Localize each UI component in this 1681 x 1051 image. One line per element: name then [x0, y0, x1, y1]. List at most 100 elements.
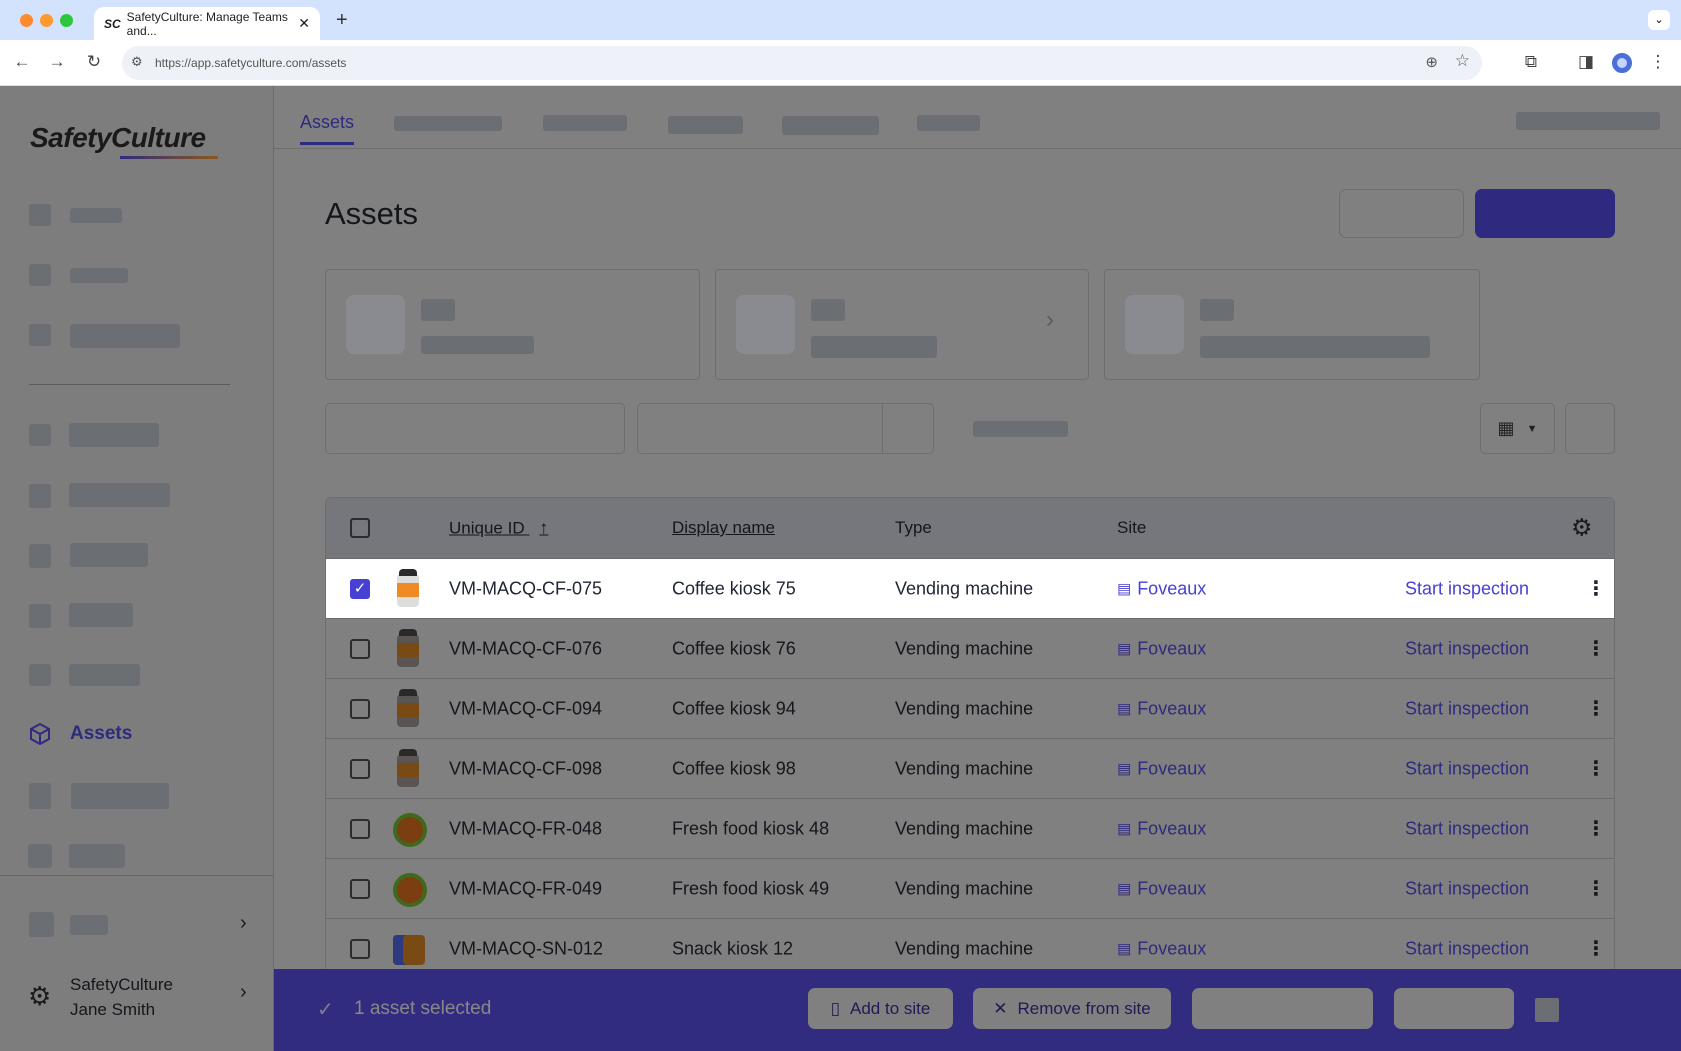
- forward-icon[interactable]: →: [48, 52, 66, 71]
- tab-placeholder[interactable]: [782, 116, 879, 135]
- sidebar-item-placeholder[interactable]: [70, 208, 122, 223]
- tab-placeholder[interactable]: [668, 116, 743, 134]
- display-name[interactable]: Coffee kiosk 76: [672, 638, 796, 658]
- sidebar-item-icon[interactable]: [29, 424, 51, 446]
- sidebar-item-placeholder[interactable]: [69, 483, 170, 507]
- tab-placeholder[interactable]: [543, 115, 627, 131]
- kebab-menu-icon[interactable]: ⋮: [1586, 637, 1606, 660]
- column-header-display-name[interactable]: Display name: [672, 518, 775, 537]
- minimize-window-button[interactable]: [40, 14, 53, 27]
- browser-tab[interactable]: SC SafetyCulture: Manage Teams and... ✕: [94, 7, 320, 40]
- gear-icon[interactable]: ⚙: [28, 981, 52, 1011]
- side-panel-icon[interactable]: ◨: [1577, 52, 1595, 71]
- table-row[interactable]: VM-MACQ-SN-012 Snack kiosk 12 Vending mach…: [326, 918, 1614, 969]
- select-all-checkbox[interactable]: [350, 518, 370, 538]
- start-inspection-link[interactable]: Start inspection: [1405, 878, 1530, 898]
- sidebar-item-icon[interactable]: [29, 264, 51, 286]
- row-checkbox[interactable]: [350, 698, 370, 719]
- sidebar-item-icon[interactable]: [29, 912, 54, 937]
- table-row[interactable]: VM-MACQ-CF-098 Coffee kiosk 98 Vending mac…: [326, 738, 1614, 798]
- sidebar-item-placeholder[interactable]: [70, 543, 148, 567]
- site-link[interactable]: ▤ Foveaux: [1117, 698, 1206, 719]
- row-checkbox[interactable]: [350, 638, 370, 659]
- column-settings-gear-icon[interactable]: ⚙: [1571, 514, 1593, 542]
- sidebar-item-icon[interactable]: [29, 664, 51, 686]
- display-name[interactable]: Coffee kiosk 75: [672, 578, 796, 598]
- secondary-action-button[interactable]: [1339, 189, 1464, 238]
- sidebar-item-icon[interactable]: [29, 544, 51, 568]
- site-link[interactable]: ▤ Foveaux: [1117, 578, 1206, 599]
- sidebar-item-icon[interactable]: [29, 324, 51, 346]
- close-tab-icon[interactable]: ✕: [298, 15, 310, 31]
- kebab-menu-icon[interactable]: ⋮: [1586, 877, 1606, 900]
- start-inspection-link[interactable]: Start inspection: [1405, 698, 1530, 718]
- sidebar-item-placeholder[interactable]: [69, 423, 159, 447]
- display-name[interactable]: Fresh food kiosk 49: [672, 878, 830, 898]
- sort-ascending-icon[interactable]: ↑: [539, 517, 549, 538]
- summary-card[interactable]: [325, 269, 700, 380]
- sidebar-item-placeholder[interactable]: [70, 915, 108, 935]
- kebab-menu-icon[interactable]: ⋮: [1586, 937, 1606, 960]
- site-link[interactable]: ▤ Foveaux: [1117, 938, 1206, 959]
- zoom-icon[interactable]: ⊕: [1425, 54, 1438, 71]
- row-checkbox[interactable]: ✓: [350, 578, 370, 599]
- close-window-button[interactable]: [20, 14, 33, 27]
- tab-assets[interactable]: Assets: [300, 112, 355, 145]
- primary-action-button[interactable]: [1475, 189, 1615, 238]
- add-to-site-button[interactable]: ▯ Add to site: [808, 988, 953, 1029]
- row-checkbox[interactable]: [350, 818, 370, 839]
- row-checkbox[interactable]: [350, 878, 370, 899]
- profile-avatar[interactable]: [1612, 53, 1632, 73]
- table-row[interactable]: ✓ VM-MACQ-CF-075 Coffee kiosk 75 Vending ma…: [326, 558, 1614, 618]
- chevron-right-icon[interactable]: ›: [240, 981, 247, 1003]
- chevron-right-icon[interactable]: ›: [240, 912, 247, 934]
- filter-placeholder[interactable]: [973, 421, 1068, 437]
- new-tab-button[interactable]: +: [336, 9, 348, 31]
- display-name[interactable]: Coffee kiosk 98: [672, 758, 796, 778]
- sidebar-item-icon[interactable]: [29, 204, 51, 226]
- header-placeholder[interactable]: [1516, 112, 1660, 130]
- sidebar-item-placeholder[interactable]: [69, 844, 125, 868]
- bookmark-star-icon[interactable]: ☆: [1454, 51, 1470, 70]
- extensions-icon[interactable]: ⧉: [1524, 52, 1538, 71]
- tab-placeholder[interactable]: [394, 116, 502, 131]
- bulk-action-placeholder-button[interactable]: [1394, 988, 1514, 1029]
- table-row[interactable]: VM-MACQ-FR-048 Fresh food kiosk 48 Vending…: [326, 798, 1614, 858]
- remove-from-site-button[interactable]: ✕ Remove from site: [973, 988, 1171, 1029]
- sidebar-item-icon[interactable]: [29, 783, 51, 809]
- sidebar-item-assets[interactable]: Assets: [28, 722, 132, 746]
- start-inspection-link[interactable]: Start inspection: [1405, 818, 1530, 838]
- browser-menu-icon[interactable]: ⋮: [1649, 52, 1667, 71]
- user-menu[interactable]: SafetyCulture Jane Smith: [70, 972, 173, 1022]
- filter-select[interactable]: [637, 403, 934, 454]
- address-bar[interactable]: ⚙ https://app.safetyculture.com/assets ⊕…: [122, 46, 1482, 80]
- bulk-more-placeholder[interactable]: [1535, 998, 1559, 1022]
- safetyculture-logo[interactable]: SafetyCulture: [30, 122, 206, 153]
- display-name[interactable]: Snack kiosk 12: [672, 938, 794, 958]
- display-name[interactable]: Fresh food kiosk 48: [672, 818, 830, 838]
- maximize-window-button[interactable]: [60, 14, 73, 27]
- sidebar-item-icon[interactable]: [29, 484, 51, 508]
- view-toggle-button[interactable]: ▦ ▼: [1480, 403, 1555, 454]
- sidebar-item-icon[interactable]: [28, 844, 52, 868]
- table-row[interactable]: VM-MACQ-CF-076 Coffee kiosk 76 Vending mac…: [326, 618, 1614, 678]
- start-inspection-link[interactable]: Start inspection: [1405, 638, 1530, 658]
- start-inspection-link[interactable]: Start inspection: [1405, 938, 1530, 958]
- start-inspection-link[interactable]: Start inspection: [1405, 578, 1530, 598]
- site-link[interactable]: ▤ Foveaux: [1117, 758, 1206, 779]
- summary-card[interactable]: ›: [715, 269, 1089, 380]
- table-row[interactable]: VM-MACQ-CF-094 Coffee kiosk 94 Vending mac…: [326, 678, 1614, 738]
- summary-card[interactable]: [1104, 269, 1480, 380]
- start-inspection-link[interactable]: Start inspection: [1405, 758, 1530, 778]
- kebab-menu-icon[interactable]: ⋮: [1586, 757, 1606, 780]
- kebab-menu-icon[interactable]: ⋮: [1586, 577, 1606, 600]
- column-header-unique-id[interactable]: Unique ID ↑: [449, 518, 548, 539]
- tab-placeholder[interactable]: [917, 115, 980, 131]
- site-settings-icon[interactable]: ⚙: [131, 54, 143, 69]
- site-link[interactable]: ▤ Foveaux: [1117, 878, 1206, 899]
- search-input[interactable]: [325, 403, 625, 454]
- sidebar-item-placeholder[interactable]: [70, 324, 180, 348]
- bulk-action-placeholder-button[interactable]: [1192, 988, 1373, 1029]
- back-icon[interactable]: ←: [13, 52, 31, 71]
- site-link[interactable]: ▤ Foveaux: [1117, 818, 1206, 839]
